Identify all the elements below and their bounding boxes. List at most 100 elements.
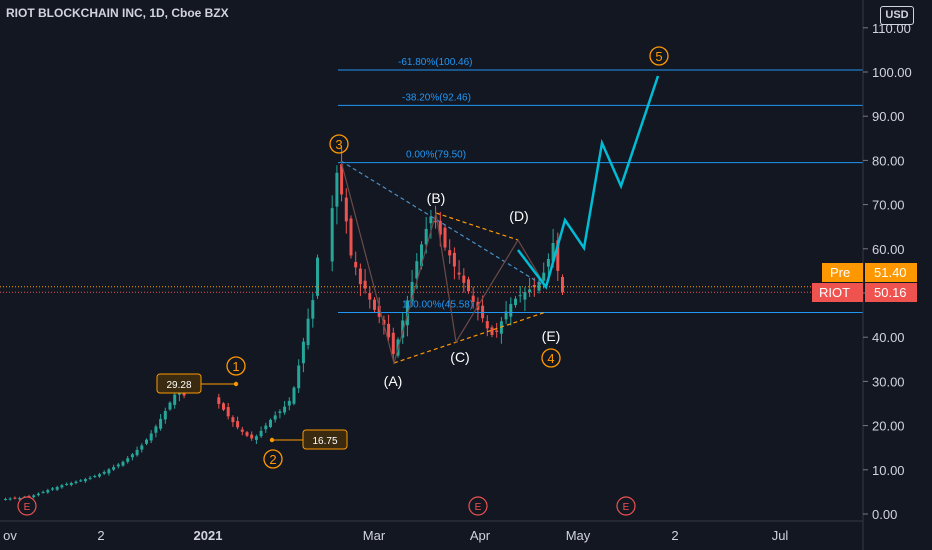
candle-body <box>297 365 301 389</box>
candle-body <box>301 341 305 364</box>
candle-body <box>231 417 235 423</box>
callout-anchor-dot <box>269 437 275 443</box>
candle-body <box>264 425 268 430</box>
candle-body <box>18 498 22 500</box>
x-tick-label: 2 <box>671 528 678 543</box>
price-label-name: RIOT <box>819 285 850 300</box>
fibonacci-levels: -61.80%(100.46) -38.20%(92.46) 0.00%(79.50… <box>338 57 863 314</box>
y-tick-label: 10.00 <box>872 463 905 478</box>
candle-body <box>163 411 167 420</box>
impulse-wave-label: 1 <box>232 359 239 374</box>
candle-body <box>46 490 50 493</box>
fib-level-label: -38.20%(92.46) <box>402 92 471 103</box>
candle-body <box>316 257 319 296</box>
corrective-wave-label: (A) <box>384 373 403 389</box>
candle-body <box>69 483 73 486</box>
price-label-value: 50.16 <box>874 285 907 300</box>
candle-body <box>452 252 456 267</box>
candle-body <box>121 461 125 466</box>
price-label-value-box <box>865 263 917 282</box>
impulse-wave-label: 5 <box>655 49 662 64</box>
candle-body <box>481 305 485 319</box>
candle-body <box>159 418 163 429</box>
earnings-marker <box>17 496 37 516</box>
candle-body <box>561 276 564 293</box>
callout-box <box>302 429 348 450</box>
price-label-name-box <box>812 283 863 302</box>
candle-body <box>116 464 120 467</box>
candle-body <box>358 268 362 285</box>
candle-body <box>135 449 139 456</box>
price-label-name: Pre <box>830 265 850 280</box>
callout-box <box>156 373 202 394</box>
x-tick-label: ov <box>3 528 17 543</box>
candle-body <box>415 261 419 279</box>
y-tick-label: 60.00 <box>872 242 905 257</box>
price-label-value-box <box>865 283 917 302</box>
candle-body <box>420 244 423 267</box>
candle-body <box>145 439 148 444</box>
earnings-marker-label: E <box>24 502 31 513</box>
candle-body <box>88 477 92 479</box>
candle-body <box>349 218 353 256</box>
candle-body <box>51 488 54 490</box>
candle-body <box>457 272 461 275</box>
candle-body <box>495 330 499 332</box>
corrective-wave-label: (D) <box>509 208 528 224</box>
y-tick-label: 100.00 <box>872 65 912 80</box>
wave-labels: (A) (B) (C) (D) (E) 1 2 3 4 5 <box>226 46 669 469</box>
candle-body <box>401 320 405 338</box>
candle-body <box>509 304 513 317</box>
candle-body <box>429 216 433 224</box>
candle-body <box>278 411 282 413</box>
impulse-wave-circle <box>541 348 561 368</box>
candle-body <box>363 280 367 289</box>
candle-body <box>283 406 287 413</box>
triangle-b-d-line <box>435 212 519 241</box>
fib-level-label: 100.00%(45.58) <box>402 300 473 311</box>
candle-body <box>98 474 101 477</box>
triangle-zigzag <box>340 160 547 366</box>
earnings-marker <box>468 496 488 516</box>
candle-body <box>443 227 447 248</box>
callout-label: 16.75 <box>312 436 337 447</box>
wave-projection-path <box>517 75 660 290</box>
earnings-marker <box>616 496 636 516</box>
price-callouts: 29.28 16.75 <box>156 373 348 450</box>
price-label-name-box <box>822 263 863 282</box>
candle-body <box>83 479 87 482</box>
candle-body <box>523 292 527 300</box>
candle-body <box>514 298 517 306</box>
currency-button[interactable]: USD <box>880 6 914 25</box>
candle-body <box>93 475 97 477</box>
impulse-wave-circle <box>263 449 283 469</box>
candle-body <box>236 421 240 428</box>
earnings-marker-label: E <box>475 502 482 513</box>
x-tick-label: Jul <box>772 528 789 543</box>
candle-body <box>130 454 134 458</box>
y-tick-label: 0.00 <box>872 507 897 522</box>
contracting-triangle-pattern <box>340 160 547 366</box>
candle-body <box>410 281 414 302</box>
candle-body <box>226 407 230 417</box>
triangle-a-c-line <box>393 311 547 364</box>
candle-body <box>490 327 494 335</box>
candle-body <box>467 279 470 292</box>
candle-body <box>292 387 296 404</box>
candle-body <box>354 261 358 268</box>
candle-body <box>532 284 536 288</box>
candle-body <box>434 220 438 223</box>
impulse-wave-label: 3 <box>335 137 342 152</box>
candle-body <box>542 272 546 281</box>
candle-body <box>240 429 244 432</box>
candle-body <box>269 419 272 427</box>
candle-body <box>173 394 177 405</box>
corrective-wave-label: (E) <box>542 328 561 344</box>
price-label-value: 51.40 <box>874 265 907 280</box>
candle-body <box>287 400 291 406</box>
x-tick-label: Apr <box>470 528 491 543</box>
y-tick-label: 30.00 <box>872 374 905 389</box>
candle-body <box>13 497 17 499</box>
